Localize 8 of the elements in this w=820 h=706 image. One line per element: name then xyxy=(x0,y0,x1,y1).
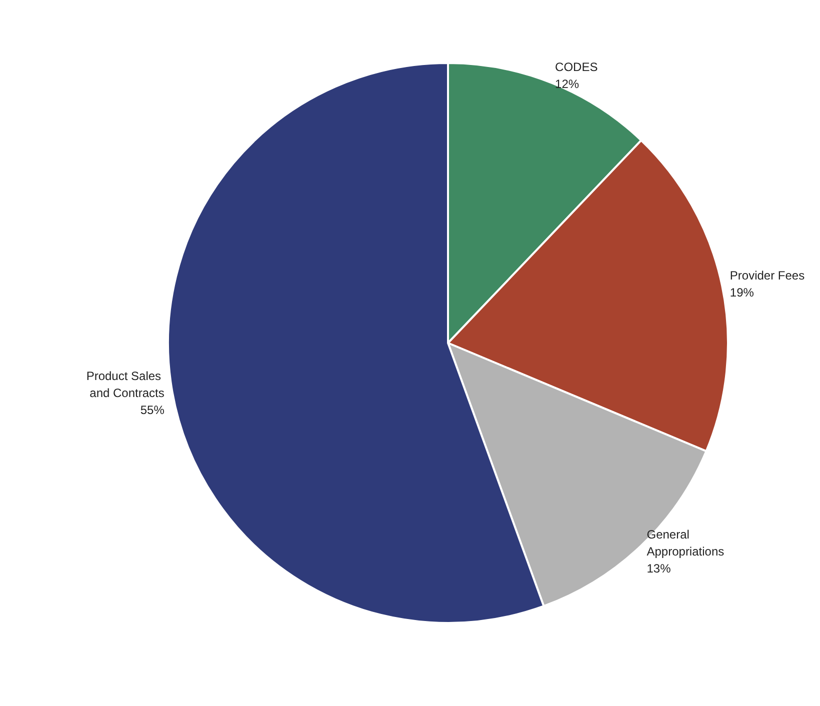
slice-label: CODES xyxy=(555,60,598,74)
data-label: 13% xyxy=(646,561,672,576)
data-label: 55% xyxy=(140,403,165,418)
slice-label: Product Sales and Contracts xyxy=(86,369,164,400)
slice-label: Provider Fees xyxy=(730,268,805,283)
data-label: 12% xyxy=(555,77,580,92)
slice-label: General Appropriations xyxy=(646,527,724,558)
data-label: 19% xyxy=(730,286,754,300)
